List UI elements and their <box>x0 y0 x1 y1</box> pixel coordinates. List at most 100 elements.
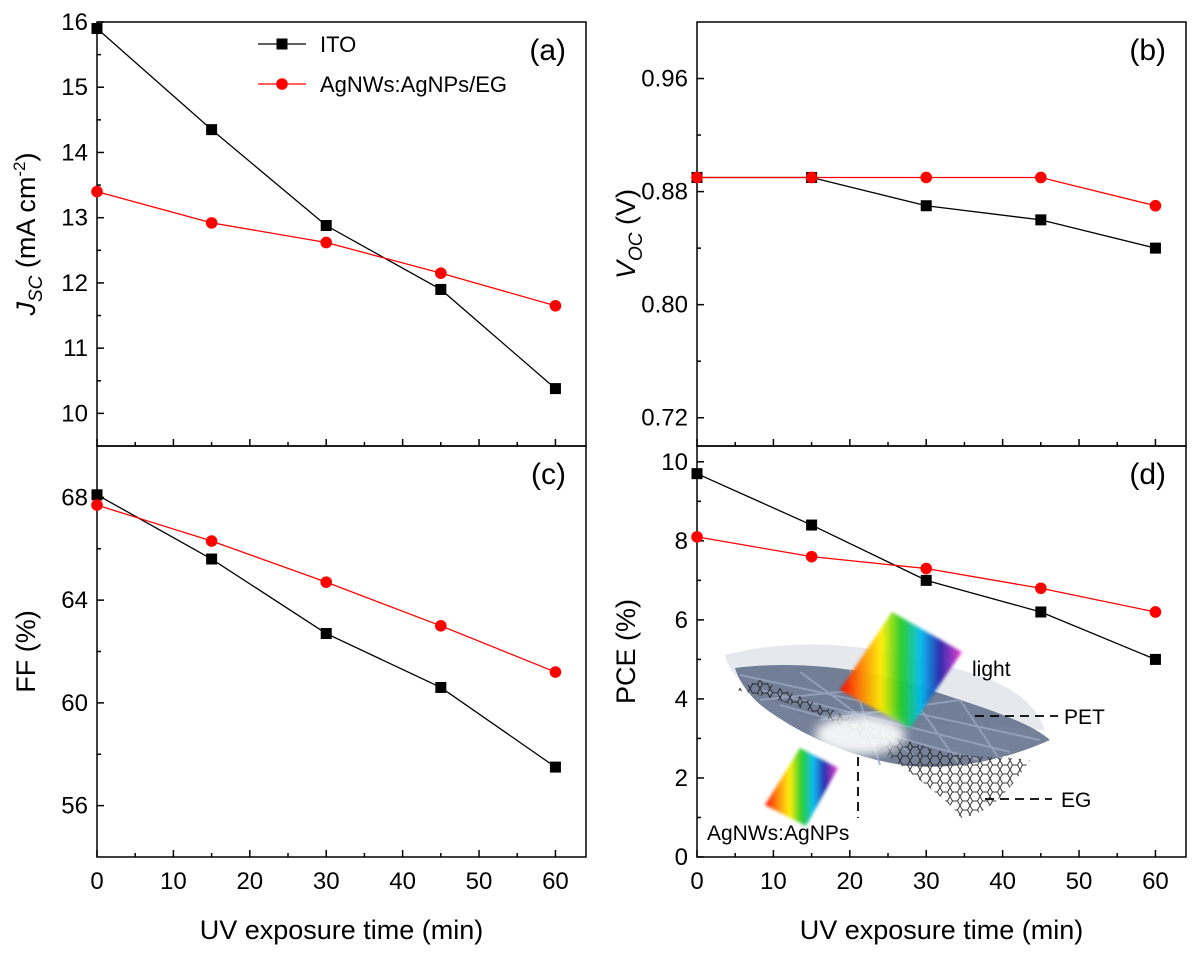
panel-a-ylabel: JSC (mA cm-2) <box>10 152 47 316</box>
panel-d-data-point <box>691 531 703 543</box>
panel-d-xlabel: UV exposure time (min) <box>800 915 1084 945</box>
panel-c-ytick-label: 60 <box>61 690 88 717</box>
panel-d-xtick-label: 50 <box>1066 868 1093 895</box>
panel-c-xtick-label: 40 <box>389 868 416 895</box>
light-beam-lower <box>765 748 838 826</box>
panel-a-data-point <box>549 383 561 395</box>
panel-d-ytick-label: 4 <box>675 686 688 713</box>
panel-a-series-line <box>96 190 556 307</box>
panel-c-xlabel: UV exposure time (min) <box>200 915 484 945</box>
legend-marker <box>276 78 288 90</box>
panel-b-ylabel-symbol: V <box>611 258 641 279</box>
panel-c: 56 60 64 68 0 10 20 30 40 50 60 UV exposure time (m… <box>11 445 587 945</box>
panel-b-ylabel-subscript: OC <box>626 232 647 261</box>
panel-b-ylabel: VOC (V) <box>611 189 647 279</box>
panel-a-data-point <box>435 267 447 279</box>
panel-a-label: (a) <box>529 34 566 67</box>
panel-d-data-point <box>1149 653 1161 665</box>
panel-b-series-0 <box>691 171 1161 254</box>
panel-c-xtick-label: 20 <box>236 868 263 895</box>
inset-label-agnws: AgNWs:AgNPs <box>707 822 849 845</box>
panel-c-series-0 <box>91 489 561 773</box>
panel-a-ytick-label: 10 <box>61 400 88 427</box>
panel-a-data-point <box>91 185 103 198</box>
panel-a-ytick-label: 16 <box>61 9 88 36</box>
panel-c-data-point <box>435 681 447 693</box>
panel-d-ytick-label: 6 <box>675 607 688 634</box>
panel-b-data-point <box>1035 171 1047 184</box>
panel-d-ylabel: PCE (%) <box>611 599 641 704</box>
panel-a-axes: 10 11 12 13 14 15 16 JSC (mA cm-2) (a) <box>10 9 587 447</box>
panel-c-label: (c) <box>531 458 566 491</box>
panel-d-ylabel-text: PCE (%) <box>611 599 641 704</box>
panel-a-ytick-label: 14 <box>61 139 88 166</box>
panel-d-ytick-label: 10 <box>661 449 688 476</box>
panel-d-axes: 0 2 4 6 8 10 0 10 20 30 40 50 60 UV exposure time (mi… <box>611 445 1187 945</box>
panel-b-ylabel-units: (V) <box>611 189 641 233</box>
panel-a-ylabel-close: ) <box>11 152 41 161</box>
panel-c-data-point <box>435 620 447 632</box>
light-beam-upper <box>840 612 962 728</box>
panel-d-data <box>691 468 1162 665</box>
panel-c-data-point <box>320 628 332 640</box>
panel-d-ytick-label: 8 <box>675 528 688 555</box>
panel-c-ylabel-text: FF (%) <box>11 610 41 692</box>
panel-a-series-0 <box>91 23 561 395</box>
panel-a-ytick-label: 11 <box>63 335 88 362</box>
panel-c-xtick-label: 30 <box>313 868 340 895</box>
panel-c-ytick-label: 56 <box>61 793 88 820</box>
panel-c-ytick-label: 64 <box>61 587 88 614</box>
panel-c-data-point <box>205 535 218 547</box>
panel-b-data-point <box>1149 199 1162 212</box>
panel-b-data-point <box>691 171 703 184</box>
panel-b-data-point <box>805 171 818 184</box>
panel-c-xtick-label: 60 <box>542 868 569 895</box>
panel-a: 10 11 12 13 14 15 16 JSC (mA cm-2) (a) ITO AgNWs:A… <box>10 9 587 447</box>
panel-c-xtick-label: 0 <box>90 868 103 895</box>
inset-callouts: light PET EG AgNWs:AgNPs <box>707 658 1105 845</box>
panel-d-data-point <box>920 574 932 586</box>
panel-c-series-line <box>96 504 556 673</box>
panel-c-xtick-label: 10 <box>160 868 187 895</box>
panel-c-ylabel: FF (%) <box>11 610 41 692</box>
legend-entry: AgNWs:AgNPs/EG <box>320 72 507 97</box>
panel-d-xtick-label: 40 <box>989 868 1016 895</box>
panel-a-ytick-label: 12 <box>61 270 88 297</box>
panel-c-ytick-label: 68 <box>61 484 88 511</box>
panel-b-ytick-label: 0.88 <box>641 179 688 206</box>
panel-c-axes: 56 60 64 68 0 10 20 30 40 50 60 UV exposure time (m… <box>11 445 587 945</box>
panel-d-data-point <box>691 468 703 480</box>
panel-d-label: (d) <box>1129 458 1166 491</box>
panel-a-ylabel-superscript: -2 <box>10 161 29 176</box>
panel-b-data-point <box>1035 214 1047 226</box>
panel-a-ylabel-subscript: SC <box>26 275 47 302</box>
panel-d-data-point <box>1035 582 1047 595</box>
panel-d-ytick-label: 2 <box>675 765 688 792</box>
panel-c-data-point <box>206 553 218 565</box>
panel-c-data-point <box>91 489 103 501</box>
panel-b-series-1 <box>691 171 1162 212</box>
panel-c-frame <box>96 445 587 858</box>
panel-d-xtick-label: 30 <box>913 868 940 895</box>
panel-d-xtick-label: 20 <box>836 868 863 895</box>
panel-a-data-point <box>91 23 103 35</box>
panel-d-data-point <box>1035 606 1047 618</box>
panel-a-ylabel-units: (mA cm <box>11 177 41 276</box>
panel-a-data-point <box>320 220 332 232</box>
panel-b-label: (b) <box>1129 34 1166 67</box>
panel-b-data-point <box>1149 242 1161 254</box>
panel-d-series-line <box>696 536 1156 613</box>
inset-label-pet: PET <box>1064 706 1105 729</box>
panel-c-data-point <box>91 499 103 511</box>
panel-b: 0.72 0.80 0.88 0.96 VOC (V) (b) <box>611 21 1187 447</box>
panel-d-data-point <box>806 519 818 531</box>
panel-a-data: ITO AgNWs:AgNPs/EG <box>91 23 562 395</box>
panel-a-data-point <box>205 217 218 229</box>
panel-a-ytick-label: 15 <box>61 74 88 101</box>
panel-a-data-point <box>320 236 333 249</box>
panel-b-axes: 0.72 0.80 0.88 0.96 VOC (V) (b) <box>611 21 1187 447</box>
panel-b-data-point <box>920 200 932 212</box>
device-schematic-inset <box>725 612 1050 826</box>
panel-c-xtick-label: 50 <box>466 868 493 895</box>
panel-c-data-point <box>320 576 333 588</box>
